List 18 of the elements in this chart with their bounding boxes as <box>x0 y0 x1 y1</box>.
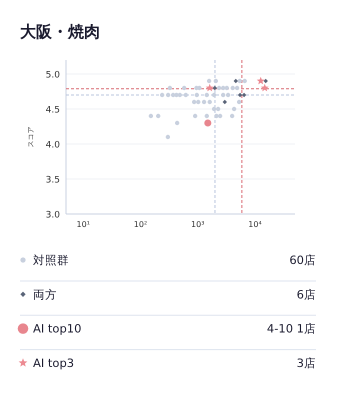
x-tick-label: 10³ <box>191 220 204 229</box>
text: 60店 <box>289 253 316 267</box>
y-tick-label: 3.0 <box>46 210 60 220</box>
legend-label: AI top3 <box>33 356 74 370</box>
chart-title: 大阪・焼肉 <box>20 22 100 41</box>
x-tick-label: 10² <box>134 220 148 229</box>
legend-label: AI top10 <box>33 322 82 336</box>
y-tick-label: 3.5 <box>46 176 60 186</box>
y-tick-label: 5.0 <box>46 70 60 80</box>
text: 4-10 1店 <box>266 322 316 336</box>
legend-label: 両方 <box>33 287 57 302</box>
y-tick-label: 4.0 <box>46 140 60 150</box>
legend-label: 対照群 <box>33 253 69 267</box>
x-tick-label: 10⁴ <box>248 220 262 229</box>
text: 6店 <box>296 287 316 302</box>
x-tick-label: 10¹ <box>76 220 90 229</box>
y-tick-label: 4.5 <box>46 106 60 116</box>
text: 3店 <box>296 356 316 370</box>
